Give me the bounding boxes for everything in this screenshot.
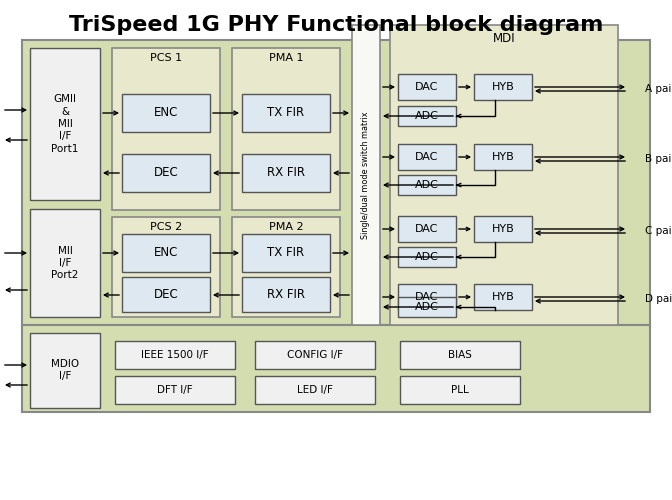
Bar <box>30 333 100 408</box>
Bar <box>398 284 456 310</box>
Bar <box>232 217 340 317</box>
Text: PMA 2: PMA 2 <box>269 222 303 232</box>
Text: C pair: C pair <box>645 226 672 236</box>
Text: HYB: HYB <box>492 152 514 162</box>
Bar <box>112 217 220 317</box>
Bar <box>112 48 220 210</box>
Bar <box>398 216 456 242</box>
Text: DAC: DAC <box>415 292 439 302</box>
Bar <box>122 277 210 312</box>
Bar <box>474 74 532 100</box>
Text: MII
I/F
Port2: MII I/F Port2 <box>51 246 79 280</box>
Text: ENC: ENC <box>154 106 178 120</box>
Text: LED I/F: LED I/F <box>297 385 333 395</box>
Text: DFT I/F: DFT I/F <box>157 385 193 395</box>
Bar <box>390 25 618 325</box>
Text: ADC: ADC <box>415 252 439 262</box>
Text: RX FIR: RX FIR <box>267 166 305 179</box>
Text: B pair: B pair <box>645 154 672 164</box>
Text: HYB: HYB <box>492 224 514 234</box>
Bar <box>30 48 100 200</box>
Text: GMII
&
MII
I/F
Port1: GMII & MII I/F Port1 <box>51 94 79 154</box>
Bar <box>122 154 210 192</box>
Bar <box>352 25 380 325</box>
Bar <box>400 341 520 369</box>
Text: MDI: MDI <box>493 32 515 44</box>
Text: HYB: HYB <box>492 292 514 302</box>
Bar <box>255 376 375 404</box>
Bar <box>115 376 235 404</box>
Text: A pair: A pair <box>645 84 672 94</box>
Text: RX FIR: RX FIR <box>267 288 305 302</box>
Text: CONFIG I/F: CONFIG I/F <box>287 350 343 360</box>
Text: TriSpeed 1G PHY Functional block diagram: TriSpeed 1G PHY Functional block diagram <box>69 15 603 35</box>
Text: BIAS: BIAS <box>448 350 472 360</box>
Text: DAC: DAC <box>415 152 439 162</box>
Bar <box>242 234 330 272</box>
Bar <box>398 106 456 126</box>
Bar <box>242 154 330 192</box>
Bar <box>398 144 456 170</box>
Text: HYB: HYB <box>492 82 514 92</box>
Text: IEEE 1500 I/F: IEEE 1500 I/F <box>141 350 209 360</box>
Text: MDIO
I/F: MDIO I/F <box>51 359 79 381</box>
Bar <box>398 297 456 317</box>
Bar <box>122 94 210 132</box>
Bar <box>255 341 375 369</box>
Bar <box>22 325 650 412</box>
Bar <box>115 341 235 369</box>
Text: PLL: PLL <box>451 385 469 395</box>
Bar <box>398 74 456 100</box>
Bar <box>398 247 456 267</box>
Text: ENC: ENC <box>154 246 178 260</box>
Bar <box>22 40 650 325</box>
Bar <box>398 175 456 195</box>
Text: D pair: D pair <box>645 294 672 304</box>
Bar <box>30 209 100 317</box>
Bar <box>242 277 330 312</box>
Text: DAC: DAC <box>415 224 439 234</box>
Text: Single/dual mode switch matrix: Single/dual mode switch matrix <box>362 112 370 239</box>
Bar <box>242 94 330 132</box>
Bar <box>232 48 340 210</box>
Text: TX FIR: TX FIR <box>267 106 304 120</box>
Text: PCS 1: PCS 1 <box>150 53 182 63</box>
Bar <box>474 144 532 170</box>
Text: DAC: DAC <box>415 82 439 92</box>
Bar <box>474 284 532 310</box>
Bar <box>122 234 210 272</box>
Text: TX FIR: TX FIR <box>267 246 304 260</box>
Text: ADC: ADC <box>415 111 439 121</box>
Text: ADC: ADC <box>415 302 439 312</box>
Text: DEC: DEC <box>154 166 178 179</box>
Text: PMA 1: PMA 1 <box>269 53 303 63</box>
Bar <box>400 376 520 404</box>
Bar <box>474 216 532 242</box>
Text: DEC: DEC <box>154 288 178 302</box>
Text: PCS 2: PCS 2 <box>150 222 182 232</box>
Text: ADC: ADC <box>415 180 439 190</box>
